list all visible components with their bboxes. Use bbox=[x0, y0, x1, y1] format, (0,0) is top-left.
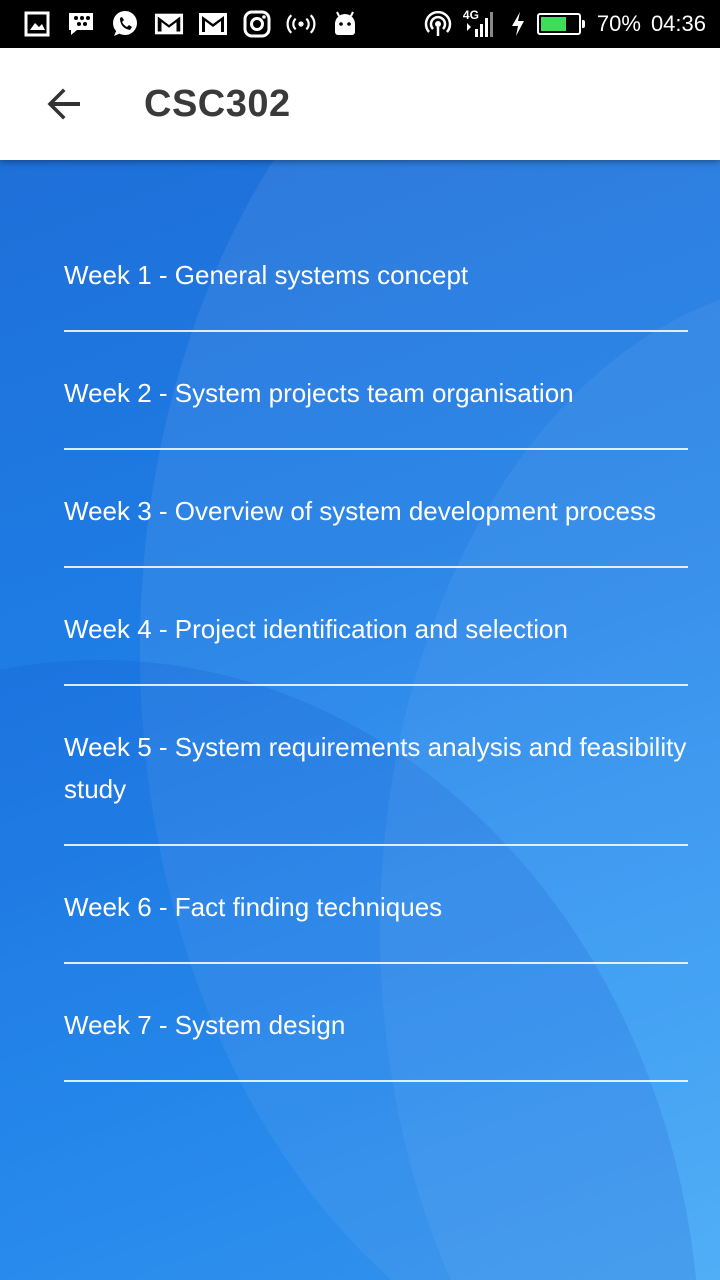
week-item-7[interactable]: Week 7 - System design bbox=[64, 964, 688, 1082]
email-icon bbox=[198, 9, 228, 39]
network-label: 4G bbox=[462, 8, 479, 22]
charging-icon bbox=[509, 9, 527, 39]
week-list-container: Week 1 - General systems concept Week 2 … bbox=[0, 160, 720, 1280]
week-list: Week 1 - General systems concept Week 2 … bbox=[64, 214, 688, 1082]
week-item-6[interactable]: Week 6 - Fact finding techniques bbox=[64, 846, 688, 964]
week-item-1[interactable]: Week 1 - General systems concept bbox=[64, 214, 688, 332]
hotspot-icon bbox=[423, 9, 453, 39]
notification-icons bbox=[22, 9, 423, 39]
bbm-icon bbox=[66, 9, 96, 39]
whatsapp-icon bbox=[110, 9, 140, 39]
week-item-5[interactable]: Week 5 - System requirements analysis an… bbox=[64, 686, 688, 846]
battery-percentage: 70% bbox=[596, 11, 641, 36]
back-button[interactable] bbox=[32, 72, 96, 136]
android-icon bbox=[330, 9, 360, 39]
status-bar: 4G 70% 04:36 bbox=[0, 0, 720, 48]
week-item-2[interactable]: Week 2 - System projects team organisati… bbox=[64, 332, 688, 450]
arrow-left-icon bbox=[47, 88, 80, 120]
gmail-icon bbox=[154, 9, 184, 39]
system-status: 4G 70% 04:36 bbox=[423, 9, 706, 39]
week-item-4[interactable]: Week 4 - Project identification and sele… bbox=[64, 568, 688, 686]
signal-icon: 4G bbox=[463, 9, 499, 39]
week-item-3[interactable]: Week 3 - Overview of system development … bbox=[64, 450, 688, 568]
gallery-icon bbox=[22, 9, 52, 39]
battery-icon bbox=[536, 13, 585, 35]
instagram-icon bbox=[242, 9, 272, 39]
clock: 04:36 bbox=[650, 11, 706, 36]
page-title: CSC302 bbox=[144, 82, 291, 125]
app-bar: CSC302 bbox=[0, 48, 720, 160]
broadcast-icon bbox=[286, 9, 316, 39]
battery-level-fill bbox=[540, 17, 567, 31]
